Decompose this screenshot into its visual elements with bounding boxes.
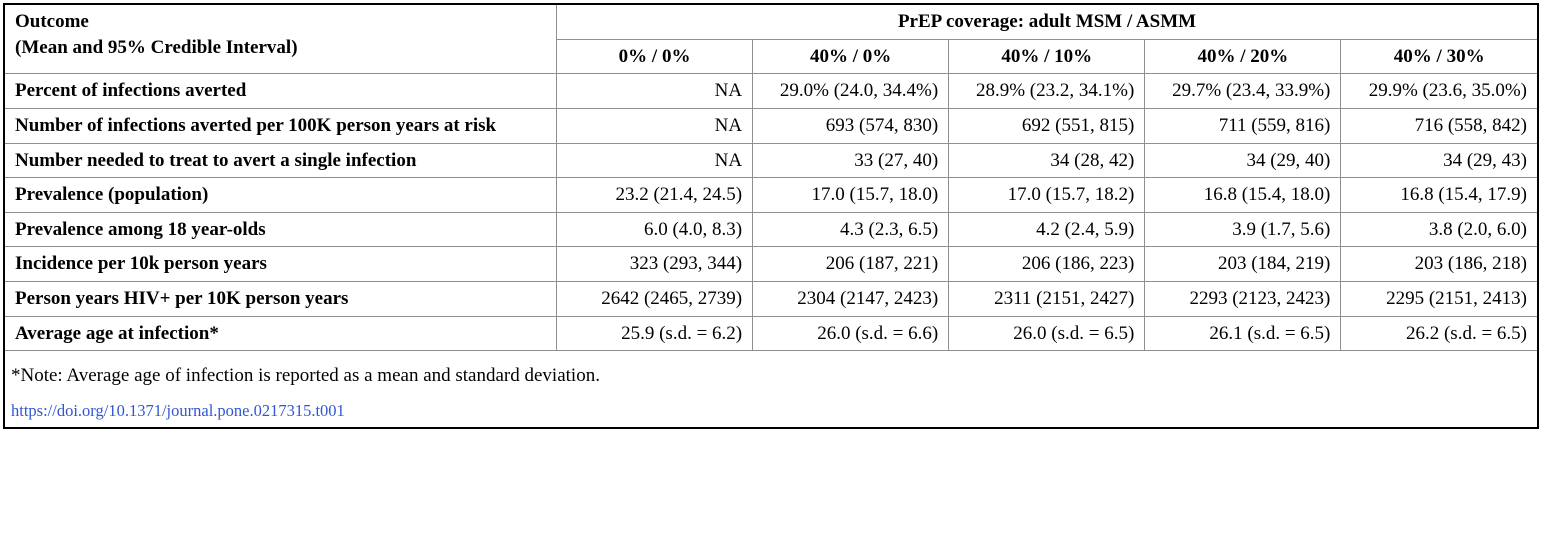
cell: 16.8 (15.4, 17.9) <box>1341 178 1537 213</box>
cell: 2293 (2123, 2423) <box>1145 282 1341 317</box>
outcome-header: Outcome (Mean and 95% Credible Interval) <box>5 5 557 74</box>
cell: 17.0 (15.7, 18.0) <box>753 178 949 213</box>
row-label: Percent of infections averted <box>5 74 557 109</box>
table-row: Prevalence among 18 year-olds 6.0 (4.0, … <box>5 212 1537 247</box>
cell: 6.0 (4.0, 8.3) <box>557 212 753 247</box>
cell: 4.3 (2.3, 6.5) <box>753 212 949 247</box>
outcome-header-line1: Outcome <box>15 11 89 32</box>
cell: NA <box>557 74 753 109</box>
cell: 34 (28, 42) <box>949 143 1145 178</box>
row-label: Prevalence among 18 year-olds <box>5 212 557 247</box>
cell: 29.7% (23.4, 33.9%) <box>1145 74 1341 109</box>
cell: 203 (186, 218) <box>1341 247 1537 282</box>
cell: 2311 (2151, 2427) <box>949 282 1145 317</box>
cell: 716 (558, 842) <box>1341 108 1537 143</box>
row-label: Average age at infection* <box>5 316 557 351</box>
cell: 25.9 (s.d. = 6.2) <box>557 316 753 351</box>
cell: 693 (574, 830) <box>753 108 949 143</box>
cell: NA <box>557 143 753 178</box>
cell: 26.0 (s.d. = 6.5) <box>949 316 1145 351</box>
cell: 711 (559, 816) <box>1145 108 1341 143</box>
col-header-0: 0% / 0% <box>557 39 753 74</box>
cell: NA <box>557 108 753 143</box>
cell: 2304 (2147, 2423) <box>753 282 949 317</box>
results-table-frame: Outcome (Mean and 95% Credible Interval)… <box>3 3 1539 429</box>
cell: 692 (551, 815) <box>949 108 1145 143</box>
cell: 23.2 (21.4, 24.5) <box>557 178 753 213</box>
cell: 26.1 (s.d. = 6.5) <box>1145 316 1341 351</box>
cell: 2295 (2151, 2413) <box>1341 282 1537 317</box>
coverage-group-header: PrEP coverage: adult MSM / ASMM <box>557 5 1537 39</box>
table-body: Percent of infections averted NA 29.0% (… <box>5 74 1537 351</box>
doi-line: https://doi.org/10.1371/journal.pone.021… <box>5 397 1537 423</box>
col-header-3: 40% / 20% <box>1145 39 1341 74</box>
table-row: Number needed to treat to avert a single… <box>5 143 1537 178</box>
cell: 16.8 (15.4, 18.0) <box>1145 178 1341 213</box>
row-label: Number of infections averted per 100K pe… <box>5 108 557 143</box>
row-label: Incidence per 10k person years <box>5 247 557 282</box>
cell: 206 (187, 221) <box>753 247 949 282</box>
row-label: Number needed to treat to avert a single… <box>5 143 557 178</box>
results-table: Outcome (Mean and 95% Credible Interval)… <box>5 5 1537 351</box>
cell: 34 (29, 40) <box>1145 143 1341 178</box>
row-label: Prevalence (population) <box>5 178 557 213</box>
row-label: Person years HIV+ per 10K person years <box>5 282 557 317</box>
cell: 3.8 (2.0, 6.0) <box>1341 212 1537 247</box>
table-row: Person years HIV+ per 10K person years 2… <box>5 282 1537 317</box>
table-row: Prevalence (population) 23.2 (21.4, 24.5… <box>5 178 1537 213</box>
cell: 203 (184, 219) <box>1145 247 1341 282</box>
cell: 29.9% (23.6, 35.0%) <box>1341 74 1537 109</box>
cell: 33 (27, 40) <box>753 143 949 178</box>
table-row: Number of infections averted per 100K pe… <box>5 108 1537 143</box>
cell: 4.2 (2.4, 5.9) <box>949 212 1145 247</box>
cell: 29.0% (24.0, 34.4%) <box>753 74 949 109</box>
cell: 34 (29, 43) <box>1341 143 1537 178</box>
col-header-1: 40% / 0% <box>753 39 949 74</box>
cell: 26.2 (s.d. = 6.5) <box>1341 316 1537 351</box>
cell: 26.0 (s.d. = 6.6) <box>753 316 949 351</box>
cell: 28.9% (23.2, 34.1%) <box>949 74 1145 109</box>
col-header-4: 40% / 30% <box>1341 39 1537 74</box>
table-row: Average age at infection* 25.9 (s.d. = 6… <box>5 316 1537 351</box>
cell: 206 (186, 223) <box>949 247 1145 282</box>
cell: 323 (293, 344) <box>557 247 753 282</box>
col-header-2: 40% / 10% <box>949 39 1145 74</box>
table-footnote: *Note: Average age of infection is repor… <box>5 351 1537 397</box>
cell: 17.0 (15.7, 18.2) <box>949 178 1145 213</box>
doi-link[interactable]: https://doi.org/10.1371/journal.pone.021… <box>11 401 345 420</box>
table-row: Percent of infections averted NA 29.0% (… <box>5 74 1537 109</box>
outcome-header-line2: (Mean and 95% Credible Interval) <box>15 37 298 58</box>
table-row: Incidence per 10k person years 323 (293,… <box>5 247 1537 282</box>
cell: 3.9 (1.7, 5.6) <box>1145 212 1341 247</box>
cell: 2642 (2465, 2739) <box>557 282 753 317</box>
